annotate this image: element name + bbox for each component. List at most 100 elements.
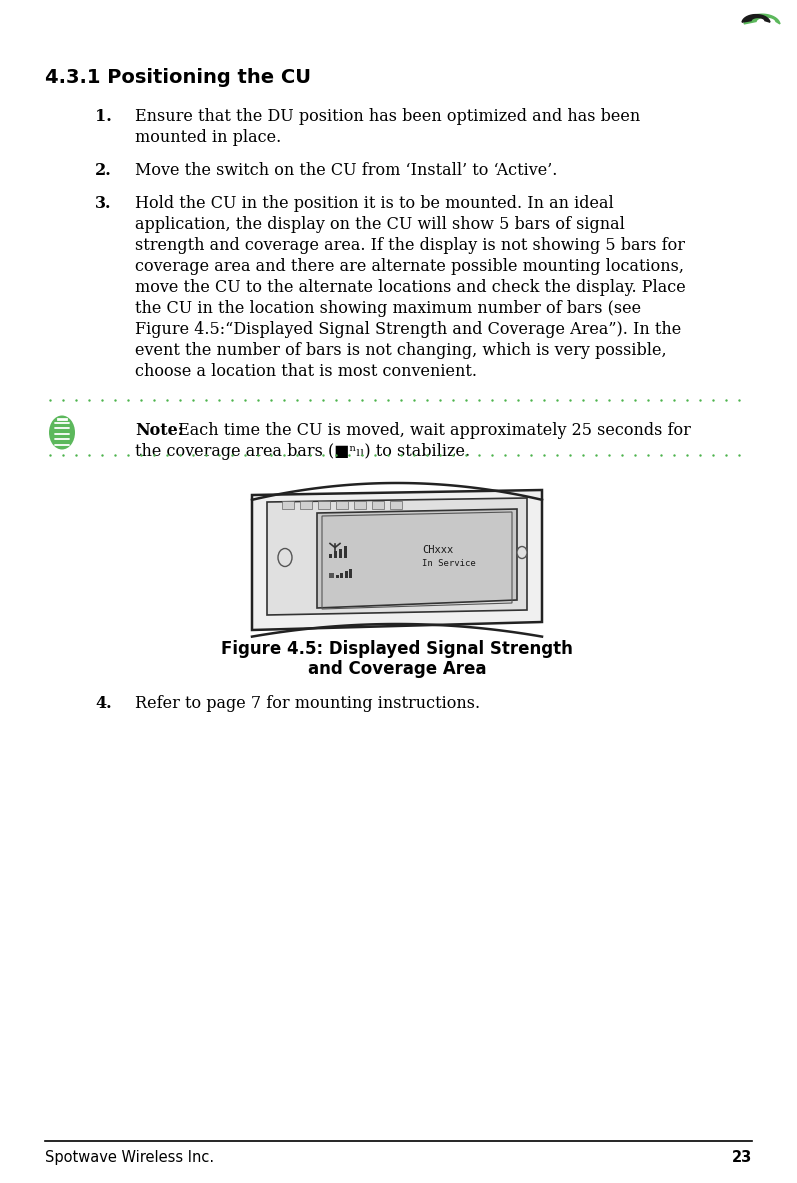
Text: Move the switch on the CU from ‘Install’ to ‘Active’.: Move the switch on the CU from ‘Install’… <box>135 162 557 179</box>
Point <box>563 446 576 465</box>
Point <box>174 390 186 409</box>
Bar <box>300 500 312 509</box>
Text: 4.3.1 Positioning the CU: 4.3.1 Positioning the CU <box>45 67 311 88</box>
Point <box>343 390 355 409</box>
Point <box>108 446 121 465</box>
Bar <box>345 570 348 577</box>
Point <box>407 446 420 465</box>
Point <box>707 390 720 409</box>
Point <box>122 446 135 465</box>
Text: In Service: In Service <box>422 560 476 568</box>
Point <box>330 390 343 409</box>
Point <box>44 390 57 409</box>
Point <box>654 446 667 465</box>
Point <box>499 446 512 465</box>
Polygon shape <box>317 509 517 608</box>
Point <box>44 446 57 465</box>
Bar <box>282 500 294 509</box>
Bar <box>329 573 334 577</box>
Point <box>421 390 434 409</box>
Text: event the number of bars is not changing, which is very possible,: event the number of bars is not changing… <box>135 342 666 358</box>
Point <box>135 446 147 465</box>
Text: move the CU to the alternate locations and check the display. Place: move the CU to the alternate locations a… <box>135 279 685 296</box>
Point <box>615 446 628 465</box>
Point <box>681 390 693 409</box>
Point <box>603 446 615 465</box>
Text: Figure 4.5:“Displayed Signal Strength and Coverage Area”). In the: Figure 4.5:“Displayed Signal Strength an… <box>135 321 681 338</box>
Point <box>642 446 654 465</box>
Point <box>668 390 681 409</box>
Point <box>524 446 537 465</box>
Point <box>213 446 226 465</box>
Point <box>199 390 212 409</box>
Point <box>226 390 238 409</box>
Point <box>421 446 434 465</box>
Point <box>512 390 524 409</box>
Point <box>629 446 642 465</box>
Point <box>265 390 277 409</box>
Point <box>186 390 199 409</box>
Point <box>147 446 160 465</box>
Text: the coverage area bars (■ⁿₗₗ) to stabilize.: the coverage area bars (■ⁿₗₗ) to stabili… <box>135 442 470 460</box>
Point <box>382 390 395 409</box>
Point <box>343 446 355 465</box>
Point <box>693 446 706 465</box>
Point <box>291 446 304 465</box>
Bar <box>336 575 339 577</box>
Text: 1.: 1. <box>95 108 112 125</box>
Polygon shape <box>744 14 780 24</box>
Point <box>330 446 343 465</box>
Point <box>434 446 446 465</box>
Point <box>538 446 551 465</box>
Text: 2.: 2. <box>95 162 112 179</box>
Point <box>524 390 537 409</box>
Text: 23: 23 <box>732 1150 752 1165</box>
Point <box>446 446 459 465</box>
Point <box>213 390 226 409</box>
Text: Note:: Note: <box>135 422 184 439</box>
Point <box>707 446 720 465</box>
Point <box>446 390 459 409</box>
Point <box>576 390 589 409</box>
Text: Each time the CU is moved, wait approximately 25 seconds for: Each time the CU is moved, wait approxim… <box>173 422 691 439</box>
Point <box>96 390 108 409</box>
Polygon shape <box>267 498 527 615</box>
Text: choose a location that is most convenient.: choose a location that is most convenien… <box>135 363 477 380</box>
Point <box>226 446 238 465</box>
Text: Ensure that the DU position has been optimized and has been: Ensure that the DU position has been opt… <box>135 108 640 125</box>
Text: 3.: 3. <box>95 195 112 212</box>
Text: mounted in place.: mounted in place. <box>135 129 281 146</box>
Point <box>407 390 420 409</box>
Point <box>473 446 485 465</box>
Bar <box>390 500 402 509</box>
Point <box>122 390 135 409</box>
Point <box>460 446 473 465</box>
Bar <box>344 547 347 557</box>
Polygon shape <box>252 490 542 631</box>
Point <box>83 446 96 465</box>
Point <box>277 446 290 465</box>
Point <box>199 446 212 465</box>
Point <box>147 390 160 409</box>
Point <box>642 390 654 409</box>
Point <box>369 446 382 465</box>
Point <box>277 390 290 409</box>
Point <box>615 390 628 409</box>
Point <box>174 446 186 465</box>
Point <box>57 446 69 465</box>
Point <box>590 446 603 465</box>
Point <box>434 390 446 409</box>
Point <box>512 446 524 465</box>
Point <box>654 390 667 409</box>
Text: strength and coverage area. If the display is not showing 5 bars for: strength and coverage area. If the displ… <box>135 237 685 254</box>
Point <box>316 390 329 409</box>
Point <box>304 446 316 465</box>
Point <box>668 446 681 465</box>
Point <box>369 390 382 409</box>
Point <box>161 446 174 465</box>
Bar <box>339 549 343 557</box>
Point <box>693 390 706 409</box>
Point <box>720 390 732 409</box>
Bar <box>350 569 352 577</box>
Point <box>161 390 174 409</box>
